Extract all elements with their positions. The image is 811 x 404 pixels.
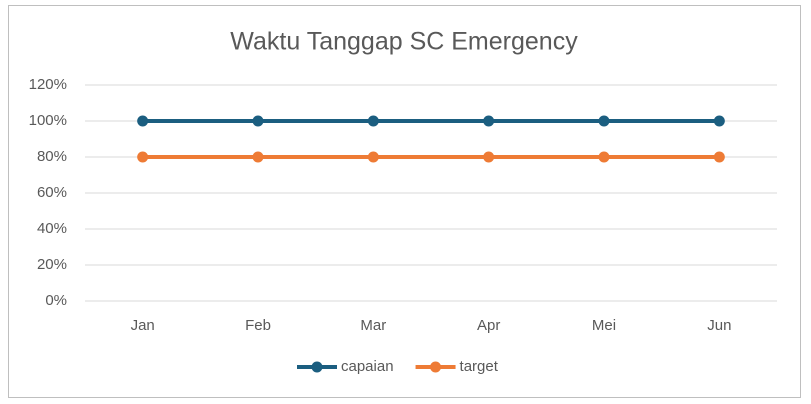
- legend-label: target: [460, 358, 499, 375]
- point: [367, 115, 379, 127]
- y-tick-label: 100%: [29, 112, 67, 129]
- legend-marker: [311, 361, 323, 373]
- point: [252, 115, 264, 127]
- x-tick-label: Jan: [131, 317, 155, 334]
- point: [598, 151, 610, 163]
- x-tick-label: Mar: [360, 317, 386, 334]
- y-tick-label: 120%: [29, 76, 67, 93]
- point: [137, 115, 149, 127]
- point: [252, 151, 264, 163]
- chart-border: [8, 5, 801, 398]
- y-tick-label: 40%: [37, 220, 67, 237]
- point: [367, 151, 379, 163]
- point: [713, 115, 725, 127]
- point: [483, 115, 495, 127]
- y-tick-label: 60%: [37, 184, 67, 201]
- y-tick-label: 20%: [37, 256, 67, 273]
- x-tick-label: Jun: [707, 317, 731, 334]
- legend-marker: [430, 361, 442, 373]
- point: [137, 151, 149, 163]
- point: [598, 115, 610, 127]
- x-tick-label: Apr: [477, 317, 500, 334]
- point: [713, 151, 725, 163]
- x-tick-label: Mei: [592, 317, 616, 334]
- point: [483, 151, 495, 163]
- x-tick-label: Feb: [245, 317, 271, 334]
- chart-title: Waktu Tanggap SC Emergency: [230, 28, 578, 56]
- legend-label: capaian: [341, 358, 394, 375]
- y-tick-label: 80%: [37, 148, 67, 165]
- y-tick-label: 0%: [45, 292, 67, 309]
